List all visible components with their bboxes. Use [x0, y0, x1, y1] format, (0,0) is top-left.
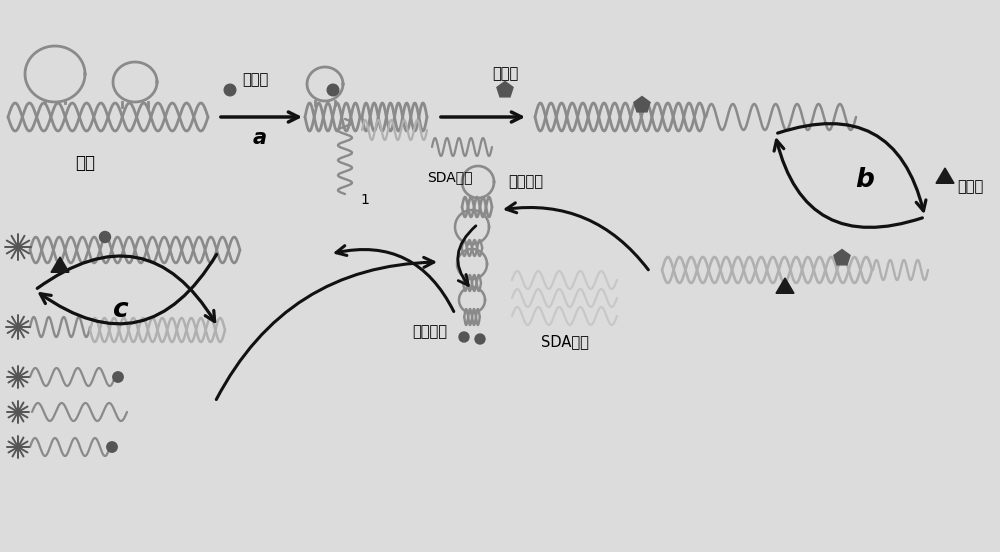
Polygon shape — [834, 250, 850, 265]
Polygon shape — [51, 257, 69, 272]
Text: 分子信标: 分子信标 — [413, 324, 448, 339]
Text: b: b — [856, 167, 874, 193]
Polygon shape — [497, 82, 513, 97]
Circle shape — [327, 84, 339, 96]
Text: a: a — [253, 128, 267, 148]
Text: 聚合酶: 聚合酶 — [492, 66, 518, 82]
Text: 发卡结构: 发卡结构 — [508, 174, 543, 189]
Text: 铅离子: 铅离子 — [242, 72, 268, 88]
Circle shape — [113, 372, 123, 382]
Polygon shape — [936, 168, 954, 183]
Circle shape — [107, 442, 117, 452]
Text: SDA产物: SDA产物 — [541, 334, 589, 349]
Text: 切口酶: 切口酶 — [957, 179, 983, 194]
Text: 核酶: 核酶 — [75, 154, 95, 172]
Polygon shape — [634, 97, 650, 112]
Text: 1: 1 — [360, 193, 369, 207]
Text: c: c — [112, 297, 128, 323]
Text: SDA模板: SDA模板 — [427, 170, 473, 184]
Circle shape — [100, 231, 110, 242]
Circle shape — [459, 332, 469, 342]
Circle shape — [224, 84, 236, 96]
Polygon shape — [776, 278, 794, 293]
Circle shape — [475, 334, 485, 344]
